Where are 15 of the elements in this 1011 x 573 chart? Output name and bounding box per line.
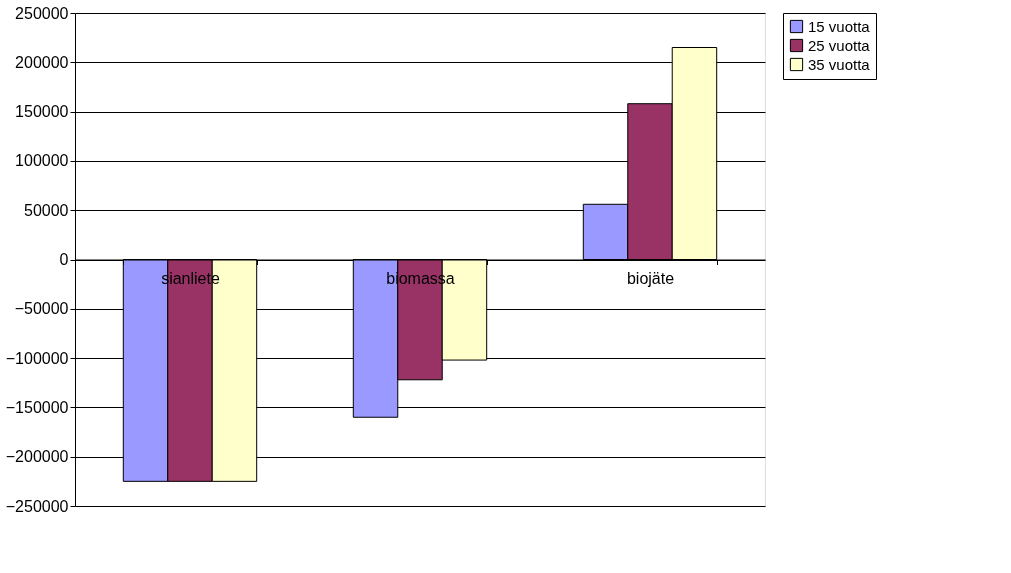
legend-label: 15 vuotta	[808, 17, 871, 35]
y-tick-label: −200000	[5, 448, 69, 466]
y-tick-label: 200000	[15, 53, 69, 71]
y-tick-label: 50000	[24, 201, 69, 219]
legend-label: 25 vuotta	[808, 36, 871, 54]
y-tick-label: 100000	[15, 152, 69, 170]
y-tick-label: −100000	[5, 349, 69, 367]
y-tick-label: 250000	[15, 4, 69, 22]
y-tick-label: −250000	[5, 497, 69, 515]
legend-label: 35 vuotta	[808, 55, 871, 73]
y-tick-label: −50000	[14, 300, 69, 318]
x-tick-label: biojäte	[626, 270, 675, 287]
y-tick-label: 0	[59, 251, 69, 268]
y-tick-label: −150000	[5, 398, 69, 416]
y-tick-label: 150000	[15, 103, 69, 121]
